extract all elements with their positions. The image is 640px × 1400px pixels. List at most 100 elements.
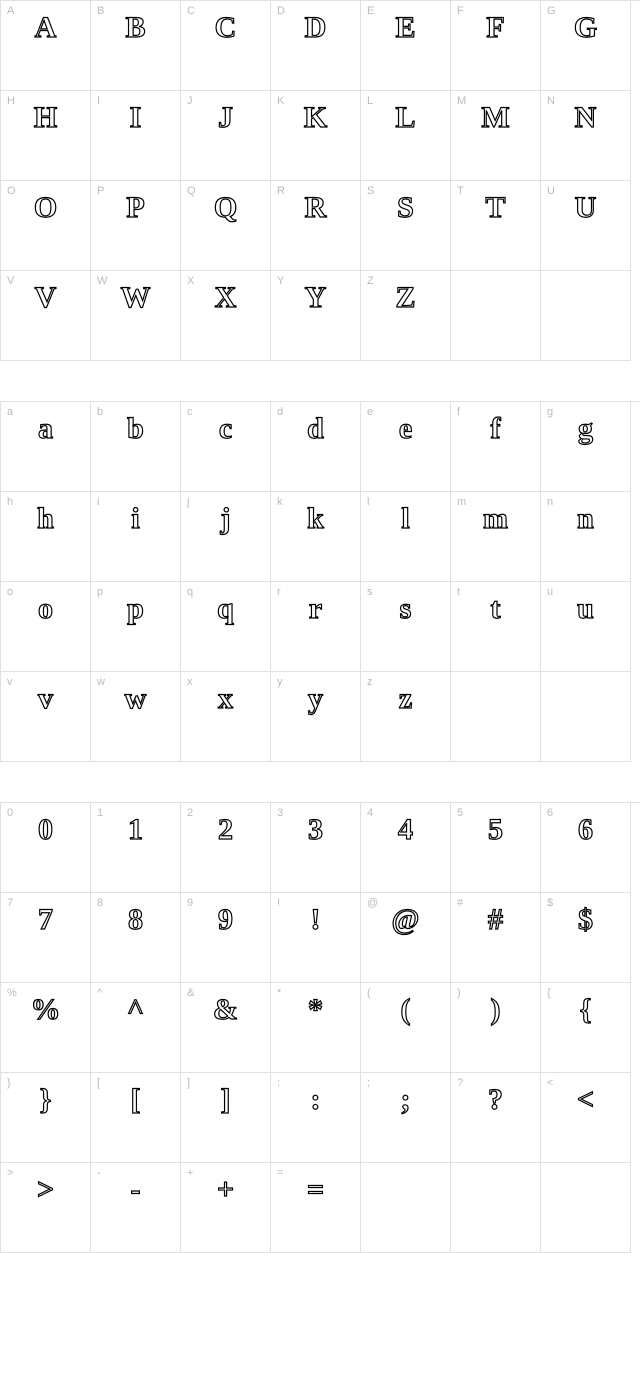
glyph-cell[interactable]: WW [91, 271, 181, 361]
glyph-cell[interactable]: << [541, 1073, 631, 1163]
glyph-cell[interactable]: xx [181, 672, 271, 762]
glyph-cell[interactable]: nn [541, 492, 631, 582]
glyph-cell[interactable]: JJ [181, 91, 271, 181]
glyph-cell[interactable]: BB [91, 1, 181, 91]
glyph-cell[interactable]: {{ [541, 983, 631, 1073]
glyph-cell[interactable]: !! [271, 893, 361, 983]
glyph-cell[interactable]: ^^ [91, 983, 181, 1073]
glyph-cell[interactable]: ;; [361, 1073, 451, 1163]
key-label: 7 [7, 897, 13, 909]
glyph-cell[interactable]: ll [361, 492, 451, 582]
glyph-cell[interactable]: bb [91, 402, 181, 492]
glyph-cell[interactable]: SS [361, 181, 451, 271]
glyph-cell[interactable]: 99 [181, 893, 271, 983]
glyph-cell[interactable]: ww [91, 672, 181, 762]
glyph-cell[interactable]: NN [541, 91, 631, 181]
key-label: T [457, 185, 464, 197]
glyph-display: f [491, 414, 501, 444]
glyph-cell[interactable]: (( [361, 983, 451, 1073]
glyph-cell[interactable]: $$ [541, 893, 631, 983]
glyph-cell[interactable]: %% [1, 983, 91, 1073]
key-label: l [367, 496, 369, 508]
glyph-cell[interactable]: QQ [181, 181, 271, 271]
glyph-cell[interactable]: cc [181, 402, 271, 492]
glyph-cell[interactable]: vv [1, 672, 91, 762]
key-label: 3 [277, 807, 283, 819]
glyph-cell[interactable]: 22 [181, 803, 271, 893]
glyph-cell[interactable]: == [271, 1163, 361, 1253]
glyph-cell[interactable]: uu [541, 582, 631, 672]
glyph-display: d [307, 414, 324, 444]
glyph-cell[interactable]: ## [451, 893, 541, 983]
glyph-cell[interactable]: mm [451, 492, 541, 582]
glyph-cell[interactable]: YY [271, 271, 361, 361]
glyph-cell[interactable]: qq [181, 582, 271, 672]
glyph-cell[interactable]: ee [361, 402, 451, 492]
glyph-cell[interactable]: DD [271, 1, 361, 91]
glyph-display: % [31, 995, 61, 1025]
glyph-display: $ [578, 905, 593, 935]
glyph-cell[interactable]: ss [361, 582, 451, 672]
glyph-cell[interactable]: jj [181, 492, 271, 582]
glyph-cell[interactable]: && [181, 983, 271, 1073]
glyph-cell[interactable]: ]] [181, 1073, 271, 1163]
key-label: ! [277, 897, 280, 909]
glyph-cell[interactable]: CC [181, 1, 271, 91]
glyph-cell[interactable]: gg [541, 402, 631, 492]
glyph-cell[interactable]: UU [541, 181, 631, 271]
glyph-cell[interactable]: ?? [451, 1073, 541, 1163]
glyph-cell[interactable]: VV [1, 271, 91, 361]
glyph-cell[interactable]: HH [1, 91, 91, 181]
glyph-cell[interactable]: zz [361, 672, 451, 762]
glyph-cell[interactable]: rr [271, 582, 361, 672]
glyph-cell[interactable]: dd [271, 402, 361, 492]
key-label: r [277, 586, 281, 598]
glyph-cell[interactable]: [[ [91, 1073, 181, 1163]
glyph-cell[interactable]: 66 [541, 803, 631, 893]
glyph-cell[interactable]: ++ [181, 1163, 271, 1253]
glyph-cell[interactable]: EE [361, 1, 451, 91]
glyph-cell[interactable]: 88 [91, 893, 181, 983]
glyph-display: l [401, 504, 409, 534]
glyph-cell[interactable]: 55 [451, 803, 541, 893]
glyph-cell[interactable]: kk [271, 492, 361, 582]
glyph-cell[interactable]: OO [1, 181, 91, 271]
glyph-cell[interactable]: tt [451, 582, 541, 672]
glyph-display: * [308, 995, 323, 1025]
glyph-cell[interactable]: >> [1, 1163, 91, 1253]
glyph-cell[interactable]: @@ [361, 893, 451, 983]
glyph-cell[interactable]: LL [361, 91, 451, 181]
glyph-cell[interactable]: pp [91, 582, 181, 672]
glyph-cell[interactable]: aa [1, 402, 91, 492]
key-label: 9 [187, 897, 193, 909]
glyph-cell[interactable]: 11 [91, 803, 181, 893]
glyph-cell[interactable]: )) [451, 983, 541, 1073]
glyph-cell[interactable]: 33 [271, 803, 361, 893]
glyph-cell[interactable]: 44 [361, 803, 451, 893]
glyph-cell[interactable]: ii [91, 492, 181, 582]
glyph-cell[interactable]: KK [271, 91, 361, 181]
empty-cell [541, 271, 631, 361]
glyph-cell[interactable]: oo [1, 582, 91, 672]
glyph-cell[interactable]: :: [271, 1073, 361, 1163]
glyph-cell[interactable]: -- [91, 1163, 181, 1253]
glyph-cell[interactable]: 00 [1, 803, 91, 893]
glyph-cell[interactable]: RR [271, 181, 361, 271]
glyph-cell[interactable]: MM [451, 91, 541, 181]
glyph-cell[interactable]: 77 [1, 893, 91, 983]
glyph-cell[interactable]: GG [541, 1, 631, 91]
glyph-cell[interactable]: AA [1, 1, 91, 91]
glyph-cell[interactable]: XX [181, 271, 271, 361]
glyph-cell[interactable]: }} [1, 1073, 91, 1163]
glyph-cell[interactable]: TT [451, 181, 541, 271]
glyph-display: @ [392, 905, 420, 935]
glyph-cell[interactable]: yy [271, 672, 361, 762]
glyph-cell[interactable]: PP [91, 181, 181, 271]
glyph-cell[interactable]: FF [451, 1, 541, 91]
glyph-cell[interactable]: II [91, 91, 181, 181]
glyph-cell[interactable]: ZZ [361, 271, 451, 361]
glyph-cell[interactable]: hh [1, 492, 91, 582]
glyph-cell[interactable]: ** [271, 983, 361, 1073]
key-label: C [187, 5, 195, 17]
glyph-cell[interactable]: ff [451, 402, 541, 492]
